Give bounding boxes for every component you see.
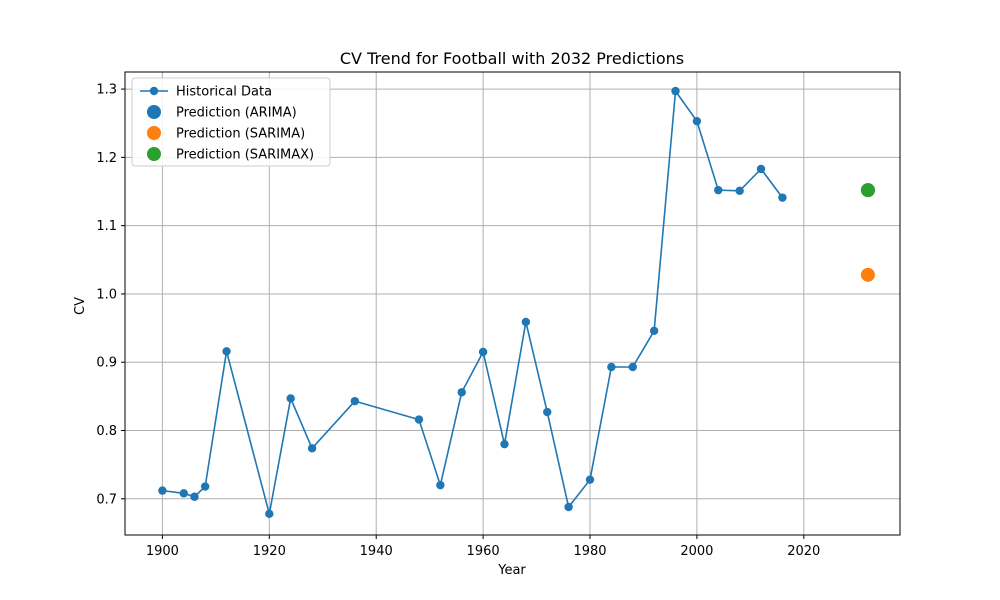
historical-data-point [628, 362, 637, 372]
historical-data-point [414, 415, 424, 424]
plot-series [158, 86, 875, 519]
y-tick-label: 0.7 [96, 492, 117, 507]
legend-marker-swatch [147, 147, 161, 161]
historical-data-point [265, 509, 274, 519]
y-tick-label: 1.0 [96, 287, 117, 302]
legend-entry-label: Prediction (SARIMA) [176, 127, 305, 142]
legend-marker-swatch [147, 105, 161, 119]
historical-data-point [607, 362, 616, 372]
historical-data-point [671, 86, 680, 96]
legend-box [131, 77, 331, 167]
axes-frame [124, 71, 901, 536]
legend: Historical Data Prediction (ARIMA) Predict… [131, 77, 331, 167]
grid-lines [125, 72, 900, 535]
historical-data-point [190, 492, 199, 501]
y-tick-label: 0.9 [96, 356, 117, 371]
chart-title: CV Trend for Football with 2032 Predicti… [340, 49, 684, 68]
legend-marker-swatch [147, 126, 161, 140]
prediction-point-prediction-sarimax [860, 183, 875, 198]
historical-data-point [585, 475, 595, 484]
historical-data-point [200, 482, 210, 491]
x-tick-label: 2020 [787, 544, 820, 559]
historical-data-point [436, 480, 445, 490]
historical-data-point [756, 164, 766, 174]
historical-data-point [714, 185, 723, 195]
x-tick-label: 2000 [680, 544, 713, 559]
legend-entry-label: Historical Data [176, 85, 272, 100]
historical-data-point [179, 489, 188, 498]
y-tick-label: 1.3 [96, 83, 117, 98]
historical-data-point [778, 193, 787, 202]
historical-data-point [286, 394, 295, 403]
historical-data-point [735, 186, 744, 196]
x-tick-label: 1920 [253, 544, 286, 559]
y-axis-label: CV [73, 297, 88, 315]
historical-data-point [158, 486, 167, 495]
y-tick-label: 1.1 [96, 219, 117, 234]
historical-data-point [543, 407, 552, 417]
historical-data-point [307, 444, 317, 453]
x-tick-label: 1940 [360, 544, 393, 559]
y-tick-label: 0.8 [96, 424, 117, 439]
y-tick-label: 1.2 [96, 151, 117, 166]
historical-data-point [350, 396, 360, 406]
x-axis-ticks: 1900 1920 1940 1960 1980 2000 2020 [146, 535, 820, 559]
y-axis-ticks: 0.7 0.8 0.9 1.0 1.1 1.2 1.3 [96, 83, 125, 507]
historical-data-point [692, 116, 702, 126]
x-tick-label: 1900 [146, 544, 179, 559]
x-tick-label: 1980 [573, 544, 606, 559]
historical-data-point [521, 317, 531, 327]
historical-data-point [457, 388, 466, 397]
historical-data-point [478, 347, 488, 357]
legend-marker-swatch [149, 86, 159, 96]
x-axis-label: Year [497, 563, 526, 578]
legend-entry-label: Prediction (SARIMAX) [176, 148, 314, 163]
historical-data-point [564, 502, 573, 512]
prediction-point-prediction-sarima [860, 267, 875, 282]
historical-data-point [500, 439, 509, 449]
historical-data-point [222, 347, 231, 356]
legend-entry-label: Prediction (ARIMA) [176, 106, 297, 121]
historical-data-point [649, 326, 659, 336]
x-tick-label: 1960 [467, 544, 500, 559]
